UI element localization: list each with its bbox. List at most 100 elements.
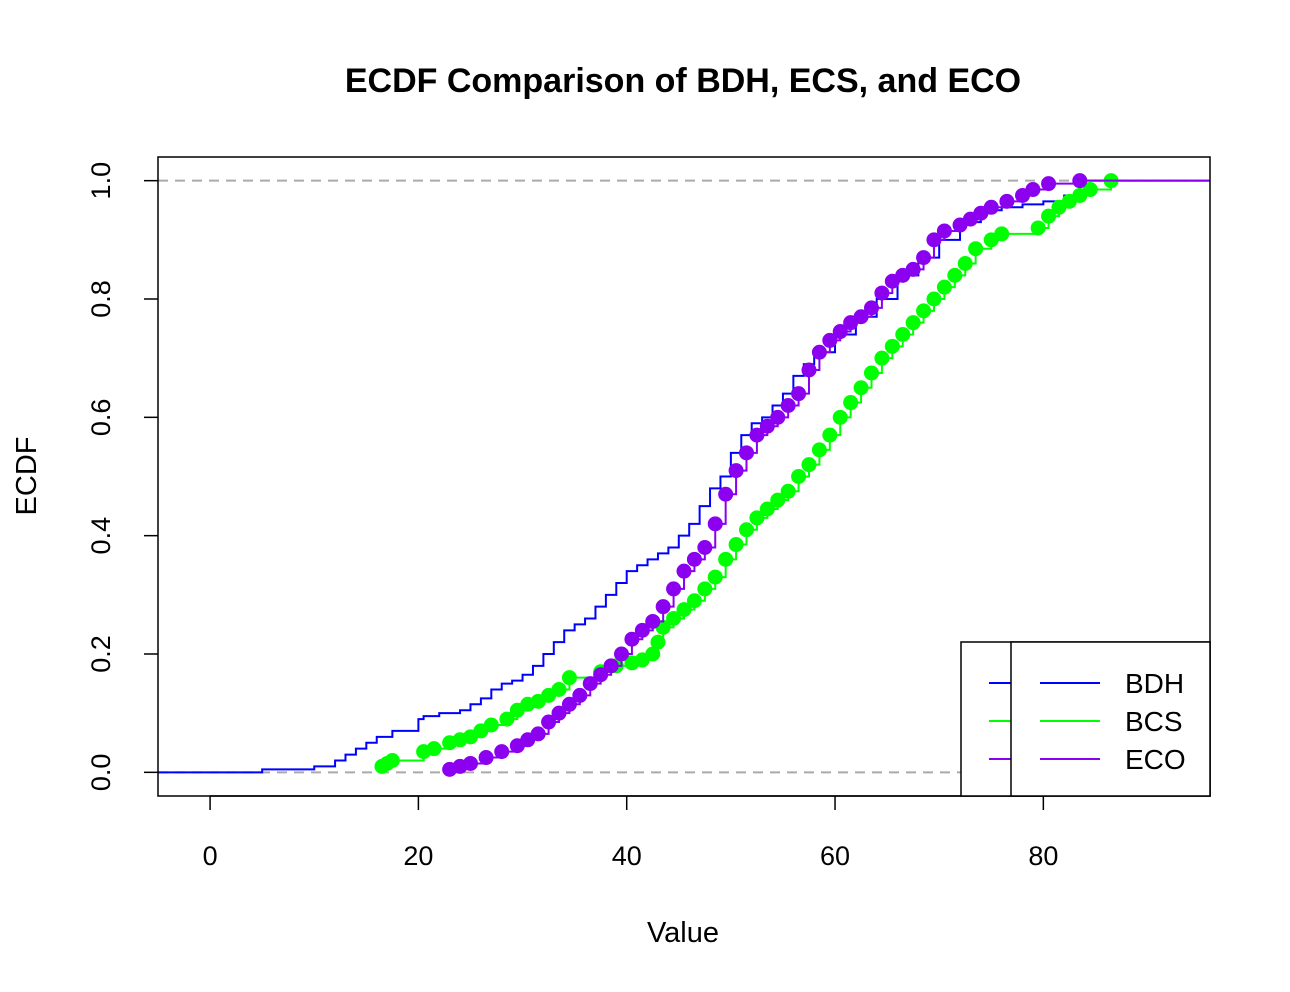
data-point [832,409,848,425]
y-tick-label: 0.6 [86,399,116,437]
data-point [936,279,952,295]
data-point [1041,176,1057,192]
data-point [874,285,890,301]
data-point [718,486,734,502]
data-point [957,256,973,271]
data-point [936,223,952,239]
data-point [551,705,567,721]
series-bdh [158,179,1210,774]
data-point [822,427,838,443]
data-point [947,267,963,283]
data-point [801,362,817,378]
data-point [905,261,921,277]
data-point [749,510,765,526]
data-point [1030,220,1046,236]
data-point [895,327,911,342]
x-tick-label: 80 [1028,841,1058,871]
y-tick-label: 0.0 [86,754,116,792]
data-point [650,634,666,650]
data-point [707,569,723,585]
data-point [801,457,817,473]
data-point [666,611,682,626]
data-point [462,755,478,771]
data-point [541,714,557,730]
data-point [676,563,692,579]
data-point [916,250,932,266]
legend-label-bdh: BDH [1125,668,1184,699]
data-point [561,696,577,712]
data-point [926,291,942,307]
data-point [634,622,650,638]
data-point [853,380,869,396]
data-point [603,658,619,674]
x-tick-label: 20 [403,841,433,871]
data-point [749,427,765,443]
data-point [655,599,671,615]
data-point [832,324,848,340]
data-point [983,199,999,215]
y-tick-label: 1.0 [86,162,116,200]
data-point [645,613,661,629]
data-point [572,687,588,703]
series-bcs [374,173,1210,774]
x-axis: 0 20 40 60 80 [203,795,1058,871]
data-point [999,193,1015,209]
legend-box [1010,641,1211,797]
data-point [770,409,786,425]
data-point [728,463,744,479]
data-point [645,646,661,662]
x-tick-label: 40 [612,841,642,871]
data-point [759,501,775,517]
data-point [728,537,744,553]
data-point [1082,182,1098,198]
data-point [426,741,442,757]
x-tick-label: 0 [203,841,218,871]
data-point [791,386,807,402]
data-point [483,717,499,733]
data-point [614,646,630,662]
data-point [494,744,510,760]
y-axis: 0.0 0.2 0.4 0.6 0.8 1.0 [86,162,158,791]
x-tick-label: 60 [820,841,850,871]
data-point [811,442,827,458]
y-tick-label: 0.4 [86,517,116,555]
data-point [822,332,838,348]
data-point [499,711,515,727]
data-point [593,667,609,683]
y-tick-label: 0.2 [86,635,116,673]
data-point [853,309,869,325]
data-point [791,469,807,484]
data-point [916,303,932,319]
y-axis-label: ECDF [11,437,43,516]
data-point [1025,182,1041,198]
legend-label-eco: ECO [1125,744,1186,775]
data-point [770,492,786,508]
data-point [666,581,682,597]
series-line-bdh [158,179,1210,774]
data-point [697,540,713,555]
y-tick-label: 0.8 [86,280,116,318]
x-axis-label: Value [647,917,719,949]
data-point [863,365,879,381]
data-point [926,232,942,248]
data-point [968,241,984,257]
data-point [686,551,702,567]
data-point [707,516,723,532]
data-point [759,418,775,434]
data-point [874,350,890,366]
data-point [738,522,754,538]
data-point [676,602,692,618]
data-point [863,300,879,316]
data-point [686,593,702,609]
data-point [811,344,827,360]
legend-label-bcs: BCS [1125,706,1183,737]
series-eco [442,173,1210,777]
data-point [780,483,796,499]
data-point [1041,208,1057,224]
data-point [1072,173,1088,189]
data-point [478,750,494,766]
data-point [551,682,567,697]
chart-title: ECDF Comparison of BDH, ECS, and ECO [345,62,1021,100]
data-point [697,581,713,597]
